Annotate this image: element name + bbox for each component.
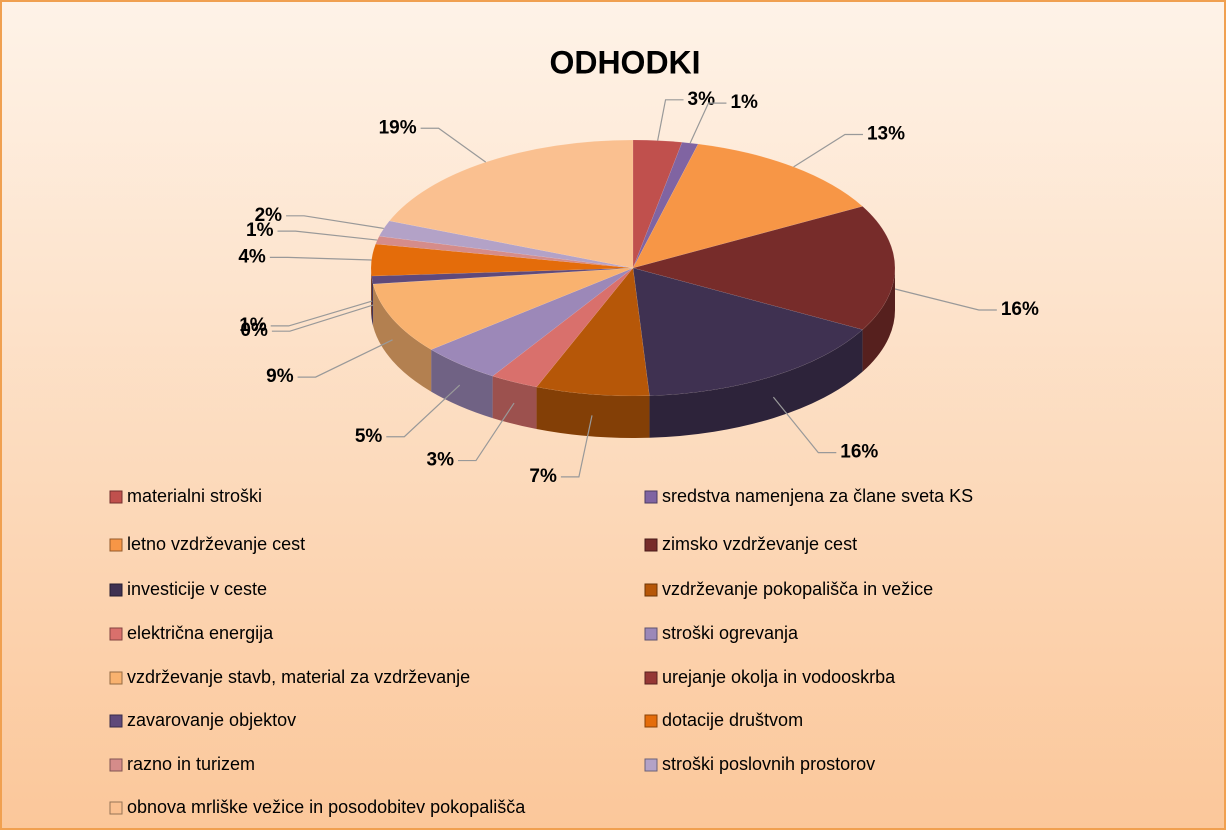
data-label: 5%	[355, 426, 383, 447]
legend-marker	[644, 671, 658, 685]
leader-line	[793, 133, 863, 168]
leader-line	[270, 300, 373, 327]
legend-marker	[644, 714, 658, 728]
slice	[430, 267, 634, 377]
leader-line	[560, 415, 593, 478]
slice	[536, 267, 650, 397]
data-label: 13%	[867, 124, 905, 145]
legend-label: stroški ogrevanja	[662, 623, 799, 643]
legend-label: dotacije društvom	[662, 710, 803, 730]
legend-marker	[109, 538, 123, 552]
leader-line	[894, 288, 997, 311]
slice	[375, 235, 634, 269]
chart-title: ODHODKI	[549, 44, 700, 80]
data-label: 1%	[246, 220, 274, 241]
leader-line	[286, 215, 384, 230]
data-label: 2%	[255, 205, 283, 226]
data-label: 4%	[238, 246, 266, 267]
legend-label: obnova mrliške vežice in posodobitev pok…	[127, 797, 526, 817]
legend-label: električna energija	[127, 623, 274, 643]
data-label: 0%	[240, 320, 268, 341]
slice	[371, 267, 634, 285]
data-label: 1%	[730, 92, 758, 113]
data-label: 19%	[379, 117, 417, 138]
leader-line	[297, 339, 393, 378]
legend-label: urejanje okolja in vodooskrba	[662, 667, 896, 687]
legend-marker	[644, 758, 658, 772]
legend-label: materialni stroški	[127, 486, 262, 506]
slice	[372, 267, 634, 350]
slice-side	[371, 276, 374, 327]
data-label: 16%	[840, 442, 878, 463]
leader-line	[657, 99, 684, 141]
legend-marker	[644, 538, 658, 552]
slice-side	[862, 268, 895, 372]
slice	[388, 139, 634, 269]
data-label: 16%	[1001, 299, 1039, 320]
legend-marker	[109, 583, 123, 597]
data-label: 7%	[529, 466, 557, 487]
data-label: 9%	[266, 366, 294, 387]
slice	[632, 206, 896, 330]
leader-line	[689, 102, 727, 144]
legend-label: sredstva namenjena za člane sveta KS	[662, 486, 973, 506]
slice-side	[431, 349, 493, 419]
legend-marker	[644, 490, 658, 504]
legend-label: investicije v ceste	[127, 579, 267, 599]
legend-label: stroški poslovnih prostorov	[662, 754, 875, 774]
legend-label: letno vzdrževanje cest	[127, 534, 305, 554]
legend-marker	[109, 627, 123, 641]
legend-label: vzdrževanje stavb, material za vzdrževan…	[127, 667, 470, 687]
leader-line	[277, 230, 378, 241]
slice	[492, 267, 634, 388]
leader-line	[457, 402, 515, 462]
leader-line	[772, 396, 837, 454]
leader-line	[271, 304, 374, 332]
legend-marker	[109, 671, 123, 685]
slice-side	[373, 284, 432, 392]
legend-label: zimsko vzdrževanje cest	[662, 534, 857, 554]
legend-marker	[644, 583, 658, 597]
leader-line	[269, 256, 372, 261]
legend-marker	[109, 490, 123, 504]
legend-label: razno in turizem	[127, 754, 255, 774]
data-label: 3%	[427, 450, 455, 471]
legend-marker	[109, 758, 123, 772]
slice	[373, 267, 634, 285]
slice	[378, 220, 634, 269]
slice	[632, 267, 864, 397]
legend-marker	[109, 801, 123, 815]
data-label: 3%	[688, 89, 716, 110]
legend-marker	[644, 627, 658, 641]
legend-label: zavarovanje objektov	[127, 710, 296, 730]
data-label: 1%	[239, 315, 267, 336]
legend-label: vzdrževanje pokopališča in vežice	[662, 579, 933, 599]
slice-side	[492, 376, 537, 430]
leader-line	[386, 384, 461, 438]
legend-marker	[109, 714, 123, 728]
leader-line	[420, 127, 487, 163]
slice	[370, 243, 634, 277]
slice-side	[649, 329, 863, 438]
slice-side	[536, 387, 650, 439]
